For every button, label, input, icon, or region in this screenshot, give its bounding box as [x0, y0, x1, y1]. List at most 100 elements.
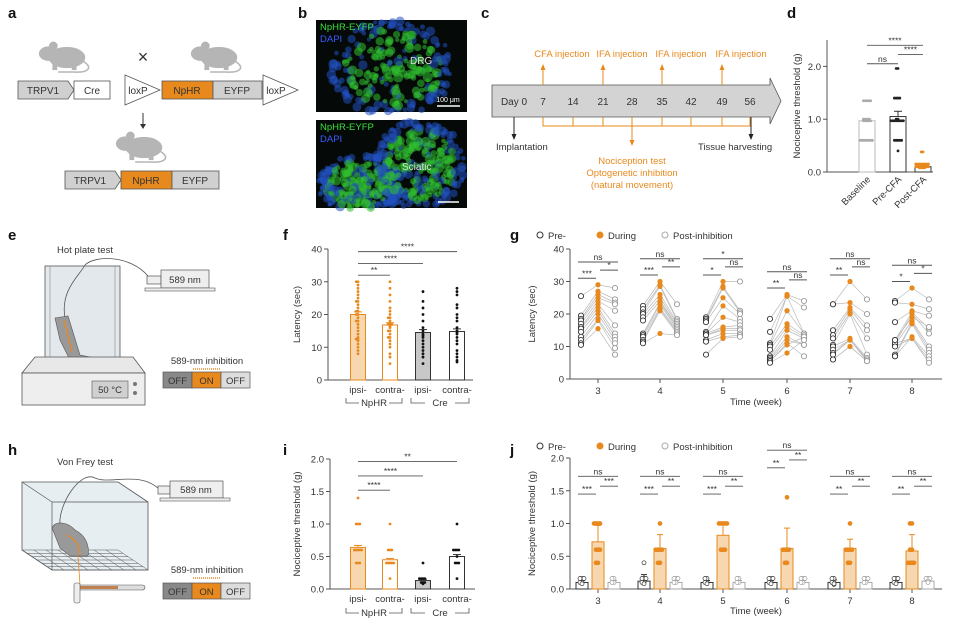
data-point	[577, 576, 583, 581]
data-point	[455, 316, 459, 320]
data-point	[455, 349, 459, 352]
x-tick-label: 5	[720, 596, 725, 607]
cell-dot	[448, 130, 457, 139]
y-tick-label: 2.0	[311, 455, 324, 466]
data-point	[421, 336, 425, 339]
stain-label-eyfp-2: NpHR-EYFP	[320, 122, 374, 133]
day-label: 35	[656, 97, 668, 108]
cell-dot	[402, 147, 413, 157]
y-tick-label: 0.0	[551, 585, 564, 596]
bar-contra	[449, 556, 465, 590]
during-point	[909, 321, 915, 327]
during-point	[595, 311, 601, 317]
cell-dot	[413, 65, 422, 75]
nphr-label-2: NpHR	[132, 176, 159, 187]
data-point	[798, 576, 804, 581]
cell-dot	[359, 26, 364, 31]
cre-box	[73, 80, 111, 100]
data-point	[593, 547, 599, 553]
data-point	[639, 576, 645, 581]
cell-dot	[361, 198, 371, 208]
data-point	[927, 165, 930, 169]
data-point	[388, 577, 392, 580]
significance-label: **	[795, 450, 802, 460]
cell-dot	[367, 83, 373, 88]
cell-dot	[373, 66, 380, 72]
cell-dot	[355, 198, 361, 204]
data-point	[356, 290, 360, 293]
x-axis-label: Time (week)	[730, 397, 782, 408]
pre-point	[702, 338, 710, 345]
panel-e-hot-plate-diagram: Hot plate test 50 °C 589 nm 589-nm inhib…	[21, 245, 251, 406]
data-point	[457, 548, 461, 552]
x-tick-label: ipsi-	[414, 594, 431, 605]
mouse-icon	[115, 130, 167, 163]
data-point	[704, 581, 710, 587]
post-point	[863, 327, 871, 334]
x-tick-label: contra-	[375, 385, 405, 396]
significance-label: ns	[857, 257, 866, 267]
x-tick-label: ipsi-	[349, 594, 366, 605]
x-tick-label: 7	[847, 386, 852, 397]
post-point	[925, 296, 933, 303]
cell-dot	[401, 35, 407, 41]
data-point	[388, 280, 392, 284]
arrowhead-down-icon	[629, 140, 635, 146]
data-point	[388, 522, 392, 526]
during-point	[720, 278, 726, 285]
cell-dot	[335, 192, 341, 198]
cell-dot	[434, 43, 440, 48]
x-tick-label: 3	[595, 596, 600, 607]
y-tick-label: 30	[553, 277, 564, 288]
cell-dot	[342, 89, 350, 97]
data-point	[356, 303, 360, 307]
cell-dot	[416, 79, 425, 88]
significance-label: ***	[644, 484, 655, 494]
switch-label: ON	[199, 376, 213, 387]
cell-dot	[387, 76, 394, 83]
data-point	[675, 576, 681, 581]
mouse-icon	[38, 40, 90, 73]
cell-dot	[365, 69, 371, 75]
cell-dot	[402, 194, 409, 201]
during-point	[657, 330, 663, 337]
data-point	[597, 521, 603, 526]
data-point	[388, 313, 392, 316]
post-point	[863, 358, 871, 365]
x-tick-label: 6	[784, 596, 789, 607]
knob-icon	[133, 382, 137, 386]
significance-label: ns	[908, 255, 917, 265]
cell-dot	[331, 198, 337, 204]
data-point	[421, 329, 425, 333]
pre-point	[891, 336, 899, 344]
mesh-line	[21, 549, 53, 571]
filament-holder	[73, 582, 81, 604]
cre-label: Cre	[84, 86, 101, 97]
switch-label: OFF	[168, 376, 187, 387]
cell-dot	[441, 144, 448, 151]
post-point	[863, 310, 871, 318]
data-point	[641, 560, 647, 566]
cell-dot	[407, 23, 415, 32]
data-point	[847, 521, 853, 526]
data-point	[455, 303, 459, 307]
significance-label: ns	[878, 54, 887, 64]
cell-dot	[385, 137, 390, 143]
data-point	[455, 290, 459, 293]
data-point	[659, 547, 665, 553]
pre-point	[766, 328, 774, 335]
y-tick-label: 40	[311, 245, 322, 256]
during-point	[909, 301, 915, 307]
panel-label-h: h	[8, 442, 17, 459]
data-point	[798, 580, 804, 585]
cell-dot	[383, 187, 391, 196]
stain-label-dapi-2: DAPI	[320, 134, 342, 145]
cross-icon: ×	[138, 47, 149, 67]
arrowhead-up-icon	[600, 64, 606, 70]
harvest-label: Tissue harvesting	[698, 142, 772, 153]
group-bracket	[455, 398, 470, 404]
significance-label: ns	[594, 252, 603, 262]
significance-label: ns	[846, 249, 855, 259]
cell-dot	[449, 189, 458, 198]
data-point	[356, 306, 360, 310]
